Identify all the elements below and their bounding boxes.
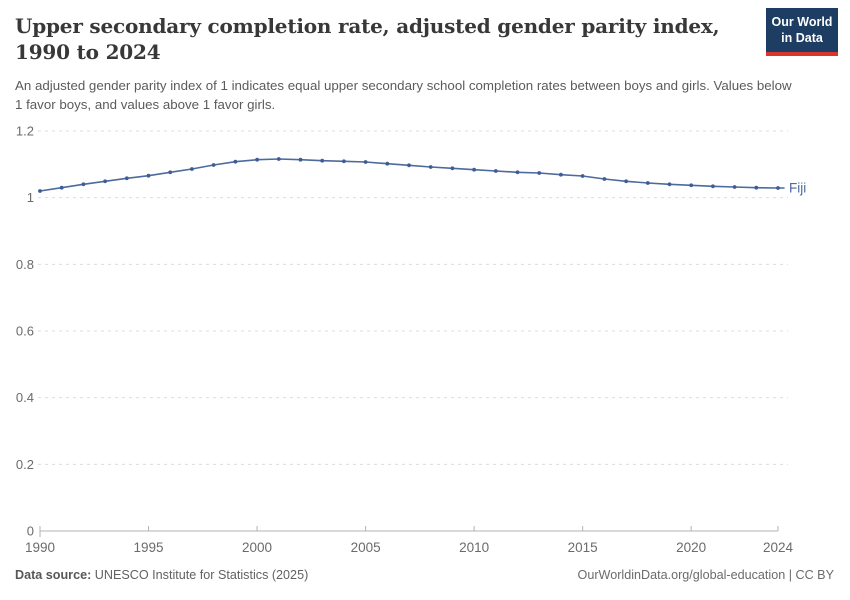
data-point[interactable] — [342, 159, 346, 164]
data-point[interactable] — [38, 189, 42, 193]
data-point[interactable] — [472, 167, 476, 172]
data-point[interactable] — [580, 174, 585, 178]
x-axis-tick-label: 2024 — [763, 540, 794, 555]
data-point[interactable] — [776, 186, 780, 190]
x-axis-tick-label: 2005 — [351, 540, 381, 555]
data-point[interactable] — [190, 167, 194, 171]
data-point[interactable] — [428, 165, 433, 169]
y-axis-tick-label: 1 — [27, 190, 34, 205]
data-point[interactable] — [211, 163, 216, 167]
data-point[interactable] — [515, 170, 520, 175]
data-point[interactable] — [59, 185, 64, 190]
data-point[interactable] — [363, 160, 368, 164]
data-point[interactable] — [385, 161, 390, 166]
data-point[interactable] — [602, 177, 607, 181]
x-axis-tick-label: 1995 — [134, 540, 164, 555]
y-axis-tick-label: 0.6 — [16, 324, 34, 339]
data-point[interactable] — [537, 171, 542, 175]
data-point[interactable] — [711, 184, 715, 189]
page-title: Upper secondary completion rate, adjuste… — [15, 14, 720, 64]
chart-footer: Data source: UNESCO Institute for Statis… — [15, 568, 834, 582]
owid-logo-line1: Our World — [771, 15, 833, 29]
y-axis-tick-label: 0.4 — [16, 390, 34, 405]
y-axis-tick-label: 0.2 — [16, 457, 34, 472]
chart-canvas: 0 0.2 0.4 0.6 0.8 1 1.2 1990 1995 2000 2005 2010 201… — [16, 124, 806, 556]
data-point[interactable] — [103, 179, 107, 184]
data-point[interactable] — [493, 169, 498, 173]
x-axis-tick-label: 2015 — [568, 540, 598, 555]
x-axis-tick-label: 2020 — [676, 540, 706, 555]
data-point[interactable] — [645, 181, 650, 185]
data-point[interactable] — [168, 170, 173, 175]
y-axis-tick-label: 0.8 — [16, 257, 34, 272]
data-point[interactable] — [124, 176, 129, 181]
x-axis-tick-label: 1990 — [25, 540, 55, 555]
x-axis-tick-label: 2000 — [242, 540, 272, 555]
series-end-label[interactable]: Fiji — [789, 181, 806, 196]
data-point[interactable] — [624, 179, 628, 184]
owid-logo-line2: in Data — [781, 30, 823, 45]
data-point[interactable] — [559, 172, 563, 177]
data-source: Data source: UNESCO Institute for Statis… — [15, 568, 308, 582]
data-point[interactable] — [450, 166, 455, 171]
data-point[interactable] — [81, 182, 86, 187]
data-point[interactable] — [298, 157, 303, 162]
owid-logo[interactable]: Our World in Data — [766, 8, 838, 57]
data-point[interactable] — [667, 182, 672, 187]
y-axis-tick-label: 1.2 — [16, 124, 34, 139]
y-axis-tick-label: 0 — [27, 524, 34, 539]
line-chart: 0 0.2 0.4 0.6 0.8 1 1.2 1990 1995 2000 2005 2010 201… — [0, 118, 850, 563]
data-point[interactable] — [732, 185, 737, 189]
x-axis-tick-label: 2010 — [459, 540, 489, 555]
data-point[interactable] — [146, 173, 151, 178]
data-point[interactable] — [407, 163, 411, 168]
chart-subtitle: An adjusted gender parity index of 1 ind… — [15, 78, 792, 113]
series-line — [39, 158, 785, 192]
data-point[interactable] — [320, 158, 325, 163]
data-source-label: Data source: — [15, 568, 92, 582]
data-point[interactable] — [689, 183, 694, 188]
data-point[interactable] — [276, 157, 281, 161]
data-point[interactable] — [754, 185, 759, 190]
data-point[interactable] — [255, 157, 259, 162]
data-source-value: UNESCO Institute for Statistics (2025) — [91, 568, 309, 582]
data-point[interactable] — [233, 159, 238, 164]
credit-link[interactable]: OurWorldinData.org/global-education | CC… — [577, 568, 834, 582]
